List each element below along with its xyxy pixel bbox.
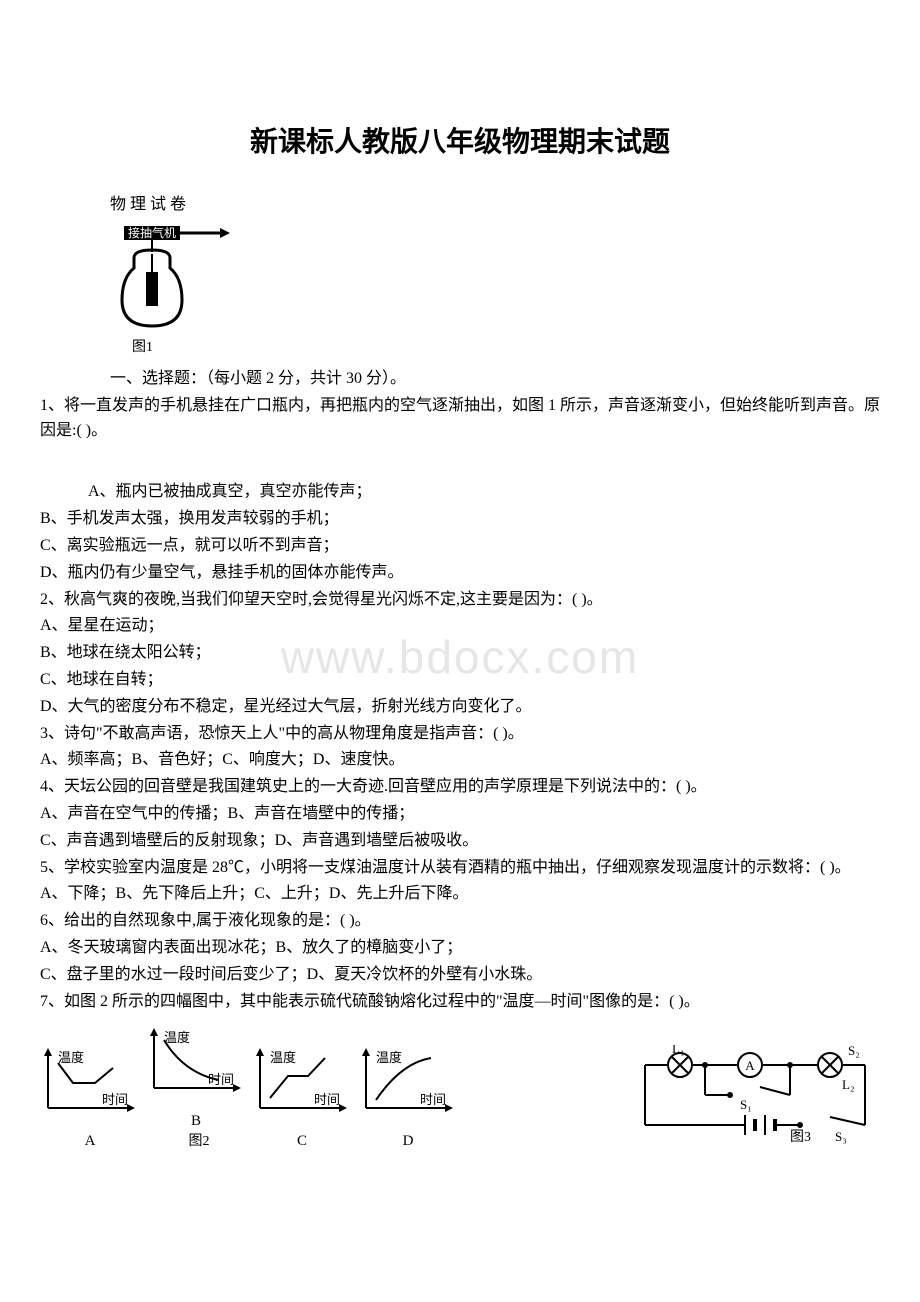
chart-B-label: B	[146, 1113, 246, 1130]
figure-1: 接抽气机 图1	[110, 224, 880, 356]
q6-optsAB: A、冬天玻璃窗内表面出现冰花；B、放久了的樟脑变小了；	[40, 936, 880, 961]
paper-subtitle: 物 理 试 卷	[110, 190, 880, 214]
chart-xlabel: 时间	[314, 1092, 340, 1107]
q1-optA: A、瓶内已被抽成真空，真空亦能传声；	[88, 480, 880, 505]
chart-ylabel: 温度	[270, 1050, 296, 1065]
q2-stem: 2、秋高气爽的夜晚,当我们仰望天空时,会觉得星光闪烁不定,这主要是因为：( )。	[40, 588, 880, 613]
chart-C: 温度 时间	[252, 1048, 352, 1126]
label-S2: S₂	[848, 1045, 860, 1058]
label-L2: L₂	[842, 1077, 854, 1092]
q5-opts: A、下降；B、先下降后上升；C、上升；D、先上升后下降。	[40, 882, 880, 907]
figure-3-caption: 图3	[790, 1130, 811, 1145]
q6-stem: 6、给出的自然现象中,属于液化现象的是：( )。	[40, 909, 880, 934]
q1-optC: C、离实验瓶远一点，就可以听不到声音；	[40, 534, 880, 559]
q1-optB: B、手机发声太强，换用发声较弱的手机；	[40, 507, 880, 532]
label-L1: L₁	[672, 1045, 684, 1056]
label-A: A	[745, 1058, 755, 1073]
document-content: 新课标人教版八年级物理期末试题 物 理 试 卷 接抽气机 图1 一、选择题：（每…	[40, 120, 880, 1150]
label-S1: S₁	[740, 1097, 752, 1112]
circuit-svg: L₁ A L₂ S₂ S₁ S₃	[630, 1045, 880, 1145]
q4-optsAB: A、声音在空气中的传播；B、声音在墙壁中的传播；	[40, 802, 880, 827]
chart-ylabel: 温度	[164, 1030, 190, 1045]
figure-2-caption: 图2	[152, 1130, 246, 1150]
chart-B-wrap: 温度 时间 B 图2	[146, 1028, 246, 1150]
section-1-header: 一、选择题：（每小题 2 分，共计 30 分）。	[110, 364, 880, 388]
chart-C-wrap: 温度 时间 C	[252, 1048, 352, 1150]
q6-optsCD: C、盘子里的水过一段时间后变少了；D、夏天冷饮杯的外壁有小水珠。	[40, 963, 880, 988]
q4-optsCD: C、声音遇到墙壁后的反射现象；D、声音遇到墙壁后被吸收。	[40, 829, 880, 854]
q3-stem: 3、诗句"不敢高声语，恐惊天上人"中的高从物理角度是指声音：( )。	[40, 722, 880, 747]
chart-A-label: A	[40, 1133, 140, 1150]
q1-optD: D、瓶内仍有少量空气，悬挂手机的固体亦能传声。	[40, 561, 880, 586]
q3-opts: A、频率高；B、音色好；C、响度大；D、速度快。	[40, 748, 880, 773]
chart-xlabel: 时间	[420, 1092, 446, 1107]
q5-stem: 5、学校实验室内温度是 28℃，小明将一支煤油温度计从装有酒精的瓶中抽出，仔细观…	[40, 856, 880, 881]
chart-D-wrap: 温度 时间 D	[358, 1048, 458, 1150]
chart-ylabel: 温度	[376, 1050, 402, 1065]
figure-1-caption: 图1	[132, 336, 880, 356]
q7-stem: 7、如图 2 所示的四幅图中，其中能表示硫代硫酸钠熔化过程中的"温度—时间"图像…	[40, 990, 880, 1015]
q4-stem: 4、天坛公园的回音壁是我国建筑史上的一大奇迹.回音壁应用的声学原理是下列说法中的…	[40, 775, 880, 800]
circuit-figure: L₁ A L₂ S₂ S₁ S₃	[630, 1045, 880, 1150]
figure-1-label: 接抽气机	[128, 225, 176, 240]
label-S3: S₃	[835, 1129, 847, 1144]
chart-C-label: C	[252, 1133, 352, 1150]
q2-optB: B、地球在绕太阳公转；	[40, 641, 880, 666]
bottom-figures-row: 温度 时间 A 温度 时间 B 图2	[40, 1028, 880, 1150]
q2-optC: C、地球在自转；	[40, 668, 880, 693]
chart-D-label: D	[358, 1133, 458, 1150]
chart-xlabel: 时间	[208, 1072, 234, 1087]
q2-optD: D、大气的密度分布不稳定，星光经过大气层，折射光线方向变化了。	[40, 695, 880, 720]
chart-A-wrap: 温度 时间 A	[40, 1048, 140, 1150]
chart-B: 温度 时间	[146, 1028, 246, 1106]
chart-A: 温度 时间	[40, 1048, 140, 1126]
chart-xlabel: 时间	[102, 1092, 128, 1107]
page-title: 新课标人教版八年级物理期末试题	[40, 120, 880, 160]
q1-stem: 1、将一直发声的手机悬挂在广口瓶内，再把瓶内的空气逐渐抽出，如图 1 所示，声音…	[40, 394, 880, 444]
q2-optA: A、星星在运动；	[40, 614, 880, 639]
figure-1-svg: 接抽气机	[110, 224, 230, 334]
chart-ylabel: 温度	[58, 1050, 84, 1065]
chart-D: 温度 时间	[358, 1048, 458, 1126]
